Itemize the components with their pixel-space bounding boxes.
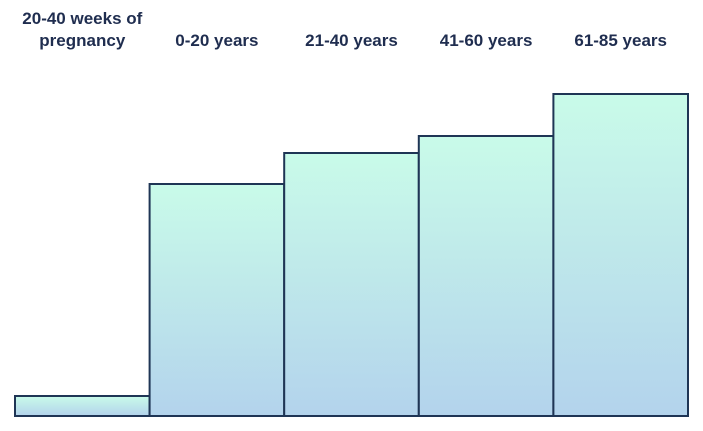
category-label: 0-20 years [175,31,259,50]
bar [14,395,151,417]
category-label: 21-40 years [305,31,398,50]
category-label: 41-60 years [439,31,533,50]
bar [283,152,420,417]
bar [552,93,690,417]
bar [417,135,555,417]
bar [148,183,286,417]
category-label: 20-40 weeks of pregnancy [22,9,143,50]
category-label: 61-85 years [574,31,667,50]
